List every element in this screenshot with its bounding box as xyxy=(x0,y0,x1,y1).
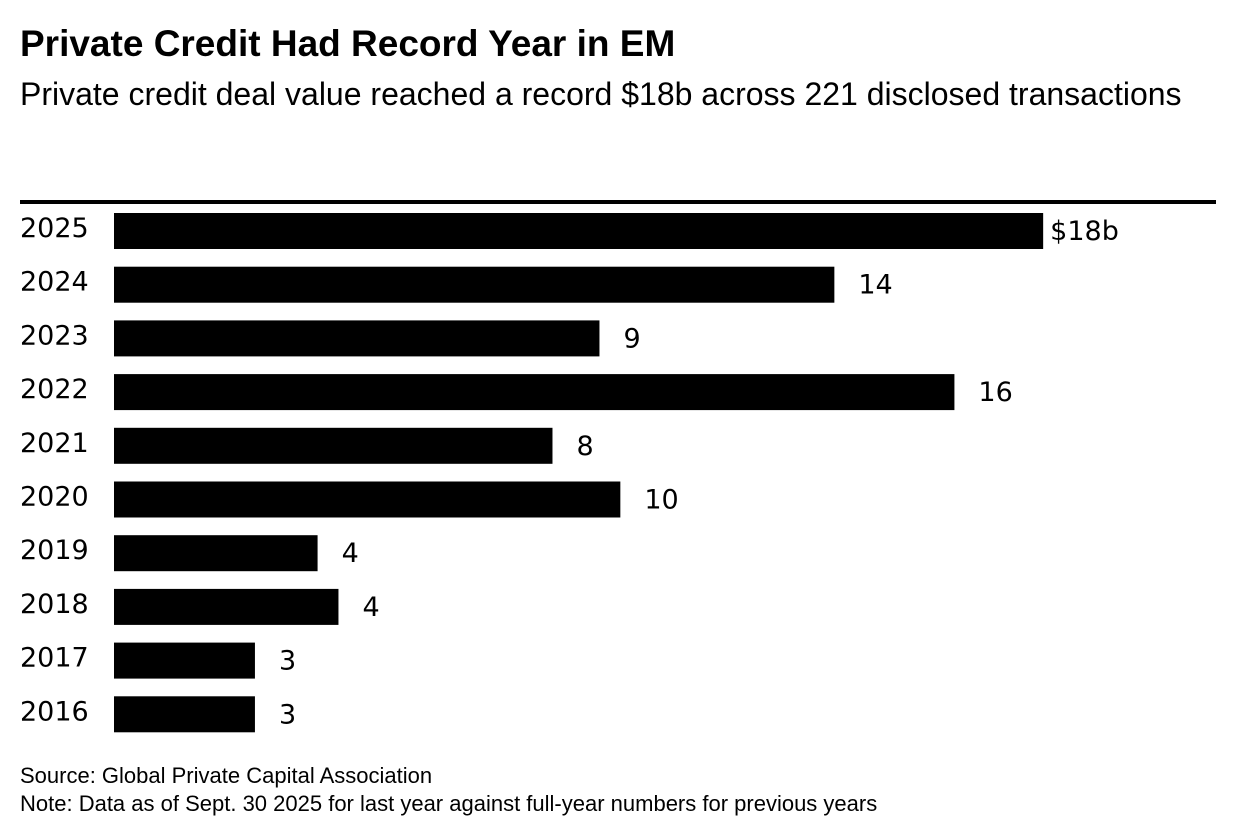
category-label: 2020 xyxy=(20,482,89,513)
category-label: 2021 xyxy=(20,428,89,459)
value-label: 8 xyxy=(576,431,593,462)
value-label: 16 xyxy=(978,377,1012,408)
bar-2018 xyxy=(114,588,339,625)
value-label: 14 xyxy=(858,270,892,301)
value-label: 9 xyxy=(623,323,640,354)
chart-footer: Source: Global Private Capital Associati… xyxy=(20,762,877,818)
value-label: 4 xyxy=(362,592,379,623)
bar-2016 xyxy=(114,696,255,733)
category-label: 2022 xyxy=(20,374,89,405)
value-label: 3 xyxy=(279,646,296,677)
bar-2023 xyxy=(114,320,600,357)
chart-title: Private Credit Had Record Year in EM xyxy=(20,23,676,64)
chart-subtitle: Private credit deal value reached a reco… xyxy=(20,76,1182,112)
bar-2020 xyxy=(114,481,621,518)
bar-2022 xyxy=(114,374,955,411)
value-label: 3 xyxy=(279,699,296,730)
category-label: 2017 xyxy=(20,643,89,674)
value-label: 4 xyxy=(342,538,359,569)
bar-2019 xyxy=(114,535,318,572)
top-rule xyxy=(20,200,1216,204)
category-label: 2018 xyxy=(20,589,89,620)
source-note: Source: Global Private Capital Associati… xyxy=(20,763,433,788)
category-label: 2024 xyxy=(20,267,89,298)
bar-2017 xyxy=(114,642,255,679)
data-note: Note: Data as of Sept. 30 2025 for last … xyxy=(20,791,878,816)
category-label: 2016 xyxy=(20,696,89,727)
category-label: 2023 xyxy=(20,320,89,351)
value-label: 10 xyxy=(644,485,678,516)
category-label: 2025 xyxy=(20,213,89,244)
bar-2024 xyxy=(114,266,835,303)
value-label: $18b xyxy=(1050,216,1119,247)
category-label: 2019 xyxy=(20,535,89,566)
bar-2025 xyxy=(114,213,1044,249)
bar-2021 xyxy=(114,427,553,464)
